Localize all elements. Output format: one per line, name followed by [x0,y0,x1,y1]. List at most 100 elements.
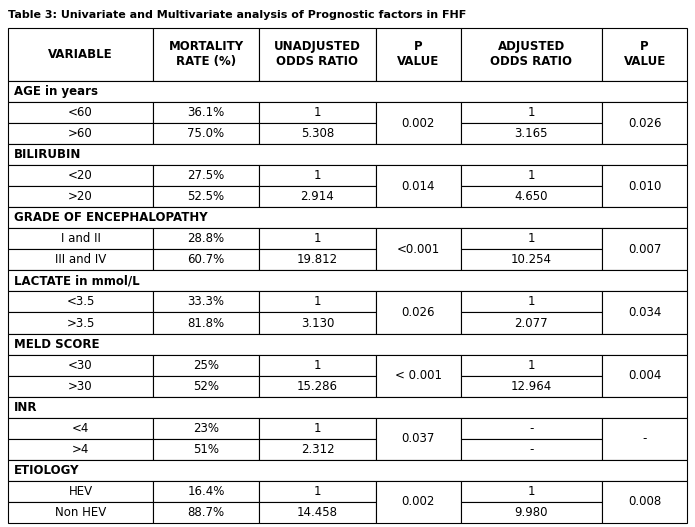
Text: Non HEV: Non HEV [55,506,106,519]
Text: <30: <30 [68,358,93,372]
Bar [259,481,376,502]
Text: 0.002: 0.002 [402,495,435,509]
Bar [259,376,376,397]
Bar [461,165,602,186]
Text: 12.964: 12.964 [511,379,552,393]
Bar [461,502,602,523]
Bar [461,313,602,334]
Text: <4: <4 [72,422,89,435]
Bar [8,28,153,81]
Text: 3.165: 3.165 [514,127,548,140]
Bar [259,249,376,270]
Bar [153,228,259,249]
Bar [259,186,376,207]
Text: 1: 1 [528,169,535,182]
Bar [602,228,687,270]
Bar [153,502,259,523]
Bar [153,102,259,123]
Bar [153,313,259,334]
Text: I and II: I and II [60,232,101,245]
Text: 1: 1 [528,296,535,308]
Bar [376,28,461,81]
Text: 25%: 25% [193,358,219,372]
Bar [153,481,259,502]
Text: >4: >4 [72,443,89,456]
Text: 0.008: 0.008 [628,495,661,509]
Bar [8,397,687,418]
Bar [8,439,153,460]
Text: 75.0%: 75.0% [188,127,224,140]
Bar [461,376,602,397]
Text: ETIOLOGY: ETIOLOGY [14,464,79,477]
Text: P
VALUE: P VALUE [397,41,439,69]
Text: 1: 1 [313,296,321,308]
Bar [8,228,153,249]
Bar [153,165,259,186]
Bar [259,123,376,144]
Bar [8,460,687,481]
Bar [259,291,376,313]
Bar [153,418,259,439]
Text: 2.914: 2.914 [300,190,334,203]
Text: 1: 1 [528,358,535,372]
Bar [8,481,153,502]
Bar [376,481,461,523]
Text: 1: 1 [313,106,321,119]
Text: 0.037: 0.037 [402,432,435,445]
Text: >3.5: >3.5 [66,317,95,329]
Text: 1: 1 [313,232,321,245]
Bar [461,186,602,207]
Text: UNADJUSTED
ODDS RATIO: UNADJUSTED ODDS RATIO [274,41,361,69]
Text: 27.5%: 27.5% [188,169,224,182]
Text: 0.034: 0.034 [628,306,661,319]
Text: <20: <20 [68,169,93,182]
Text: 14.458: 14.458 [297,506,338,519]
Bar [8,102,153,123]
Bar [8,418,153,439]
Text: 1: 1 [313,169,321,182]
Text: 28.8%: 28.8% [188,232,224,245]
Bar [153,249,259,270]
Text: 51%: 51% [193,443,219,456]
Bar [602,418,687,460]
Text: 1: 1 [528,106,535,119]
Text: >20: >20 [68,190,93,203]
Bar [8,376,153,397]
Text: ADJUSTED
ODDS RATIO: ADJUSTED ODDS RATIO [491,41,573,69]
Text: 81.8%: 81.8% [188,317,224,329]
Bar [461,439,602,460]
Text: 0.026: 0.026 [402,306,435,319]
Text: 0.007: 0.007 [628,243,661,256]
Bar [153,355,259,376]
Text: 1: 1 [528,232,535,245]
Text: 5.308: 5.308 [301,127,334,140]
Bar [376,228,461,270]
Text: MELD SCORE: MELD SCORE [14,338,99,350]
Bar [461,291,602,313]
Text: GRADE OF ENCEPHALOPATHY: GRADE OF ENCEPHALOPATHY [14,211,208,225]
Bar [602,102,687,144]
Bar [461,249,602,270]
Bar [153,28,259,81]
Text: P
VALUE: P VALUE [623,41,666,69]
Text: 0.004: 0.004 [628,369,661,382]
Bar [602,165,687,207]
Bar [8,144,687,165]
Bar [153,291,259,313]
Text: 0.026: 0.026 [628,116,662,130]
Text: VARIABLE: VARIABLE [48,48,113,61]
Bar [461,355,602,376]
Text: 19.812: 19.812 [297,253,338,266]
Bar [461,28,602,81]
Bar [8,207,687,228]
Bar [8,123,153,144]
Bar [376,165,461,207]
Bar [461,418,602,439]
Bar [8,313,153,334]
Bar [602,291,687,334]
Text: 33.3%: 33.3% [188,296,224,308]
Text: INR: INR [14,401,38,414]
Bar [153,376,259,397]
Text: LACTATE in mmol/L: LACTATE in mmol/L [14,275,140,287]
Bar [8,334,687,355]
